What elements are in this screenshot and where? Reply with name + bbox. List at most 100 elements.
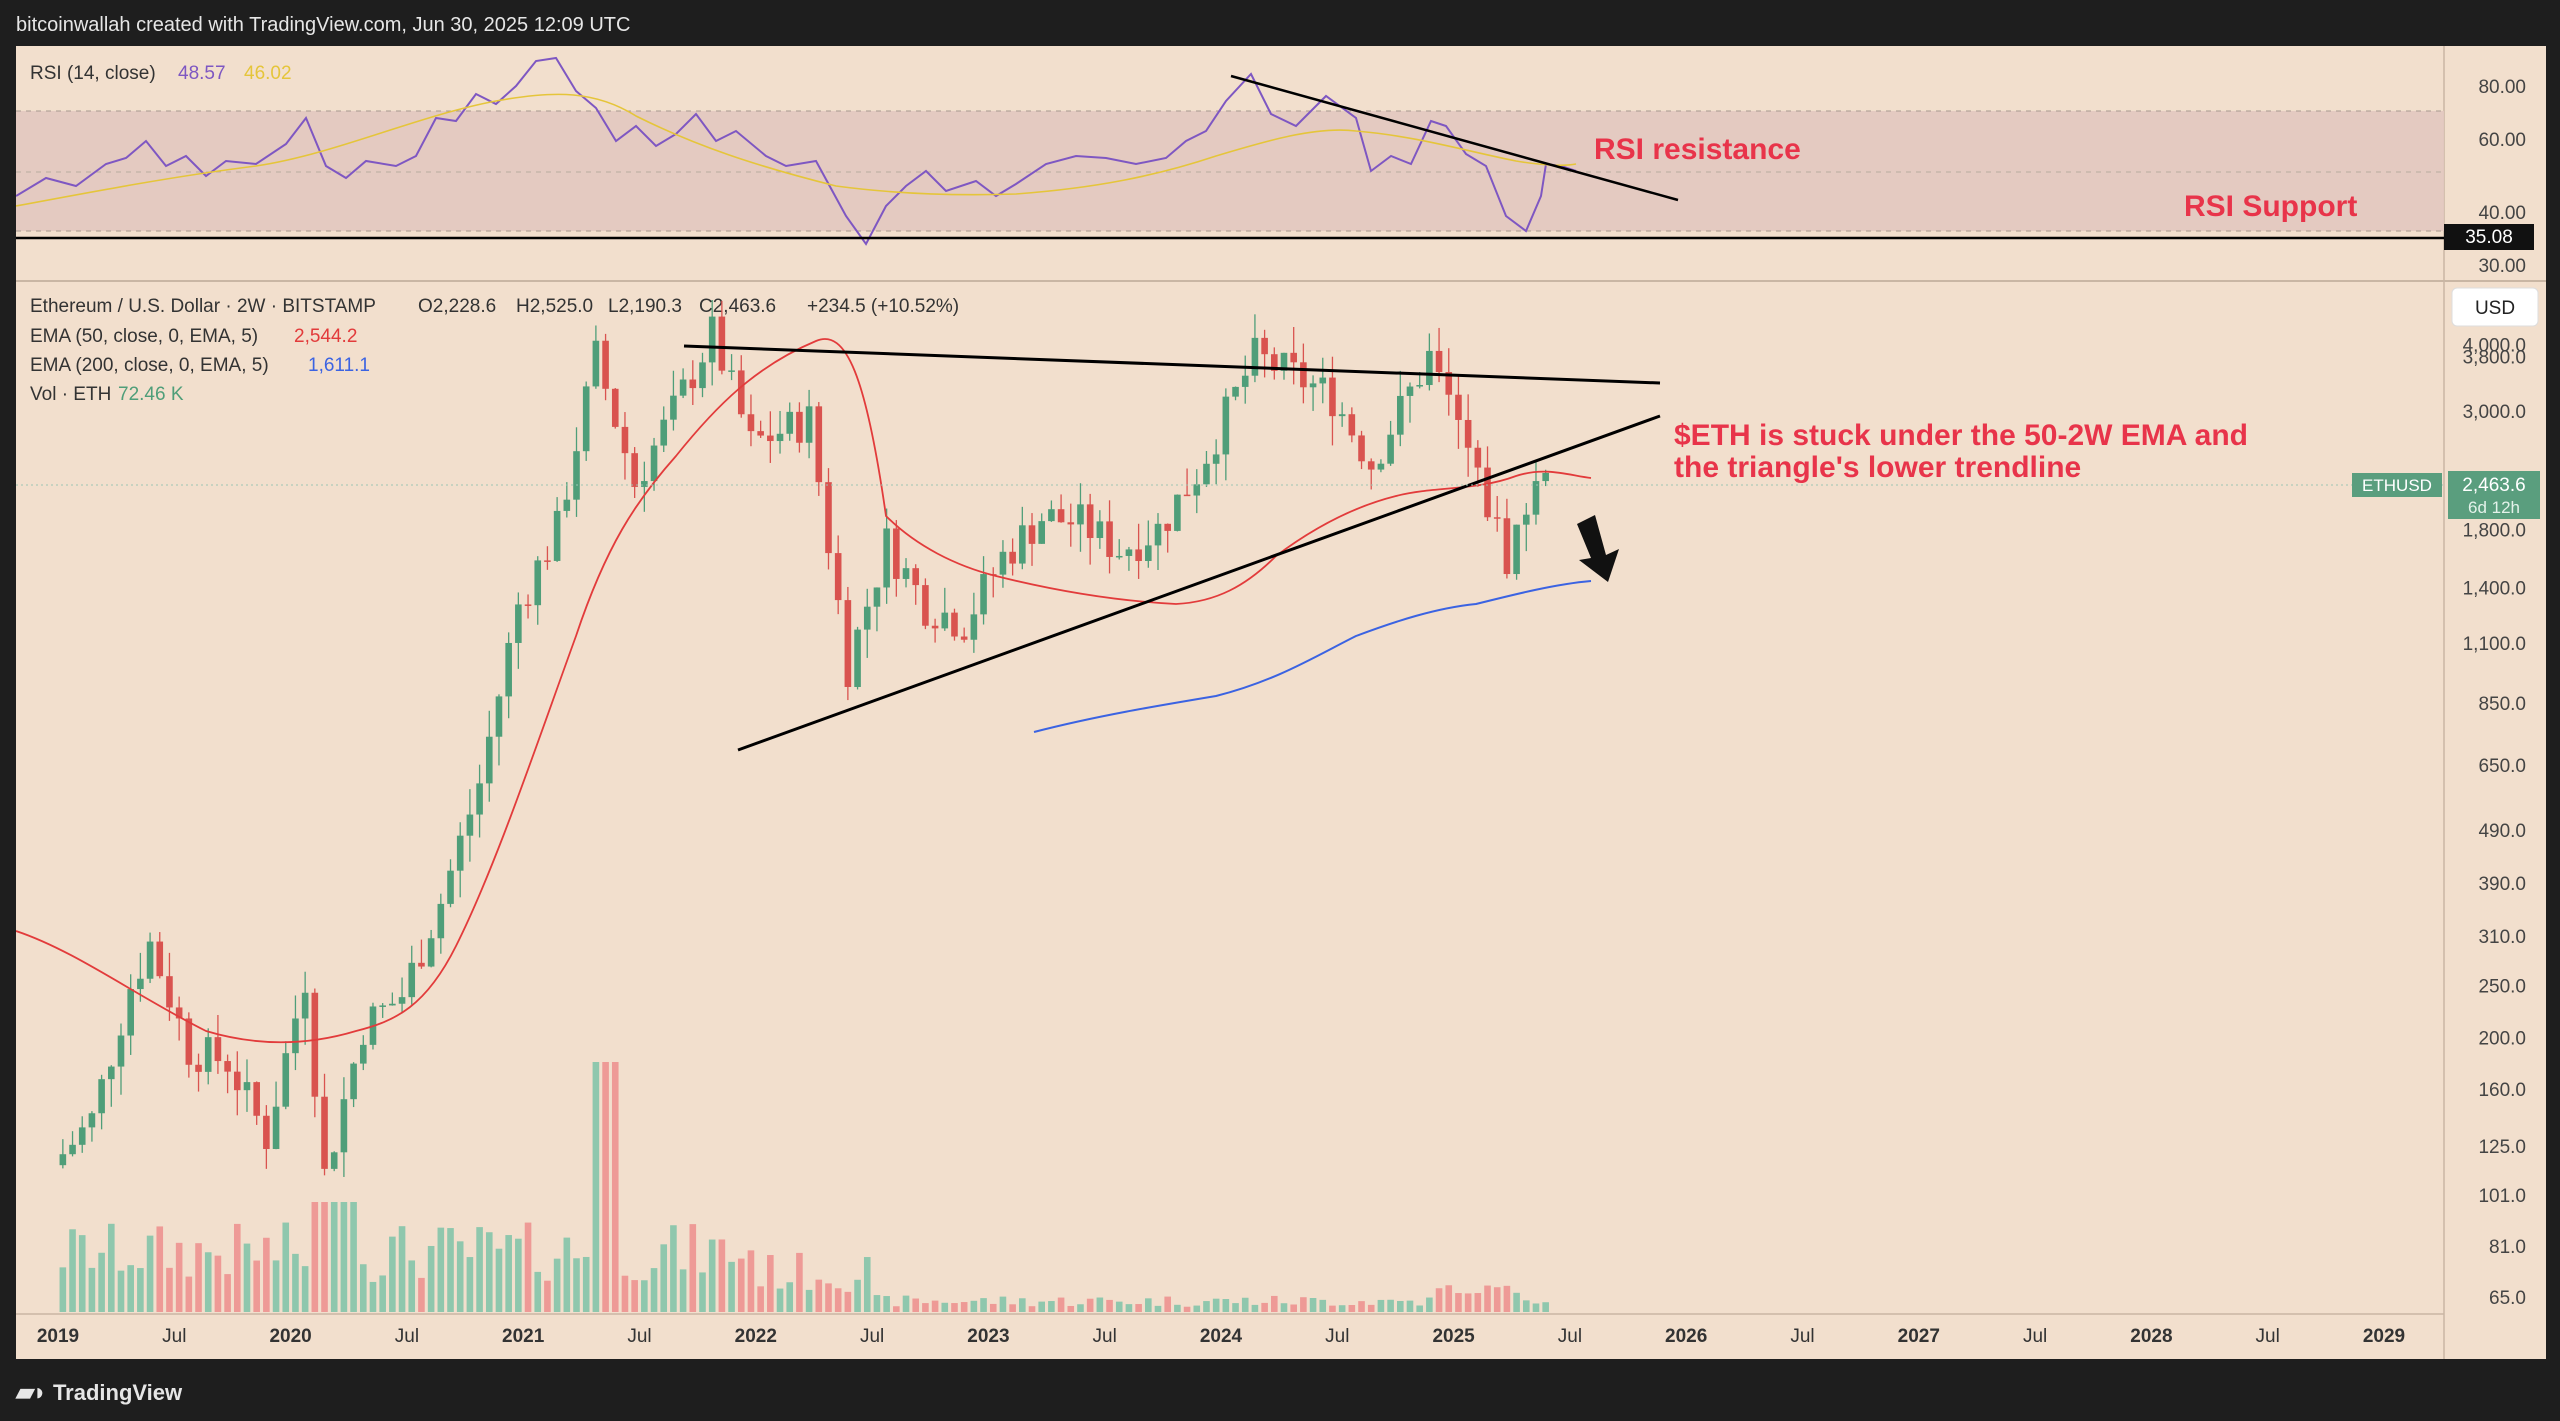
time-axis-label: Jul <box>627 1326 651 1347</box>
volume-bar <box>1038 1301 1046 1312</box>
volume-bar <box>156 1226 164 1312</box>
candle-body <box>767 435 774 442</box>
volume-bar <box>1106 1299 1113 1312</box>
volume-bar <box>1261 1302 1268 1312</box>
candle-body <box>980 574 987 615</box>
volume-bar <box>1145 1298 1152 1312</box>
volume-bar <box>767 1255 774 1312</box>
candle-body <box>534 560 542 606</box>
candle-body <box>1232 386 1239 397</box>
currency-button[interactable] <box>2451 287 2539 327</box>
volume-bar <box>224 1274 231 1312</box>
chart-canvas[interactable]: 80.00 60.00 40.00 30.00 35.08 RSI resistanc… <box>16 46 2546 1359</box>
candle-body <box>650 445 658 482</box>
price-axis-label: 81.0 <box>2489 1237 2526 1258</box>
candle-body <box>175 1007 183 1019</box>
candle-body <box>621 426 629 454</box>
volume-bar <box>1406 1300 1414 1312</box>
candle-body <box>515 604 522 643</box>
volume-bar <box>863 1257 871 1312</box>
ohlc-close: C2,463.6 <box>699 296 776 317</box>
time-axis-label: 2026 <box>1665 1326 1707 1347</box>
volume-bar <box>1290 1304 1297 1312</box>
volume-bar <box>1513 1292 1520 1312</box>
time-axis-label: 2028 <box>2130 1326 2172 1347</box>
ema50-legend[interactable]: EMA (50, close, 0, EMA, 5) <box>30 326 258 347</box>
candle-body <box>1193 484 1201 496</box>
volume-bar <box>1338 1305 1346 1312</box>
rsi-axis: 80.00 60.00 40.00 30.00 <box>2478 77 2526 277</box>
candle-body <box>825 482 832 554</box>
candle-body <box>1358 435 1365 462</box>
rsi-legend-title: RSI (14, close) <box>30 63 156 84</box>
candle-body <box>951 612 958 637</box>
volume-bar <box>427 1245 435 1312</box>
price-axis-label: 65.0 <box>2489 1288 2526 1309</box>
volume-bar <box>1532 1303 1540 1312</box>
volume-bar <box>747 1250 755 1312</box>
candle-body <box>78 1127 86 1145</box>
candle-body <box>98 1079 105 1114</box>
volume-bar <box>679 1269 687 1312</box>
time-axis-label: 2027 <box>1898 1326 1940 1347</box>
price-axis-label: 4,000.0 <box>2463 336 2526 357</box>
symbol-line[interactable]: Ethereum / U.S. Dollar · 2W · BITSTAMP <box>30 296 376 317</box>
candle-body <box>544 560 551 562</box>
volume-legend[interactable]: Vol · ETH <box>30 384 111 405</box>
volume-bar <box>505 1235 512 1312</box>
candle-body <box>718 316 726 371</box>
candle-body <box>863 606 871 630</box>
candle-body <box>214 1037 222 1062</box>
volume-bar <box>893 1306 900 1312</box>
volume-bar <box>1115 1301 1123 1312</box>
price-axis-label: 3,000.0 <box>2463 402 2526 423</box>
candle-body <box>243 1082 251 1091</box>
volume-bar <box>815 1279 823 1312</box>
ohlc-open: O2,228.6 <box>418 296 496 317</box>
candle-body <box>1280 352 1288 371</box>
candle-body <box>389 1003 396 1006</box>
tradingview-brand[interactable]: ▰◗ TradingView <box>16 1378 182 1407</box>
volume-bar <box>1193 1305 1201 1312</box>
time-axis-label: 2020 <box>269 1326 311 1347</box>
volume-bar <box>989 1303 997 1312</box>
volume-value: 72.46 K <box>118 384 184 405</box>
volume-bar <box>1348 1305 1356 1312</box>
rsi-resistance-label: RSI resistance <box>1594 133 1801 166</box>
candle-body <box>631 453 638 487</box>
volume-bar <box>524 1222 532 1312</box>
candle-body <box>670 395 677 420</box>
volume-bar <box>243 1243 251 1312</box>
volume-bar <box>786 1282 794 1312</box>
triangle-lower-trendline <box>737 414 1661 752</box>
candle-body <box>786 411 794 434</box>
volume-bar <box>485 1232 493 1312</box>
ema200-legend[interactable]: EMA (200, close, 0, EMA, 5) <box>30 355 269 376</box>
volume-bar <box>641 1280 648 1312</box>
ema-lines <box>16 338 1592 1044</box>
candle-body <box>59 1154 67 1166</box>
time-axis-label: 2021 <box>502 1326 545 1347</box>
candle-body <box>728 370 735 372</box>
volume-bar <box>980 1298 987 1312</box>
volume-bar <box>922 1303 929 1312</box>
volume-bar <box>1271 1295 1278 1312</box>
volume-bar <box>660 1244 668 1312</box>
volume-bar <box>1542 1302 1549 1312</box>
candle-body <box>1474 447 1482 468</box>
candle-body <box>263 1115 270 1150</box>
candle-body <box>1290 352 1297 363</box>
candle-body <box>1300 362 1307 388</box>
volume-bar <box>873 1295 881 1312</box>
volume-bar <box>1028 1306 1036 1312</box>
candle-body <box>272 1106 280 1150</box>
candle-body <box>883 528 890 588</box>
volume-bar <box>1183 1306 1191 1312</box>
volume-bar <box>418 1277 425 1312</box>
rsi-legend-value: 48.57 <box>178 63 226 84</box>
volume-bar <box>69 1229 76 1312</box>
chart-panel[interactable]: 80.00 60.00 40.00 30.00 35.08 RSI resistanc… <box>16 46 2546 1359</box>
candle-body <box>776 433 784 442</box>
price-axis-label: 250.0 <box>2478 977 2526 998</box>
volume-bar <box>408 1260 416 1312</box>
